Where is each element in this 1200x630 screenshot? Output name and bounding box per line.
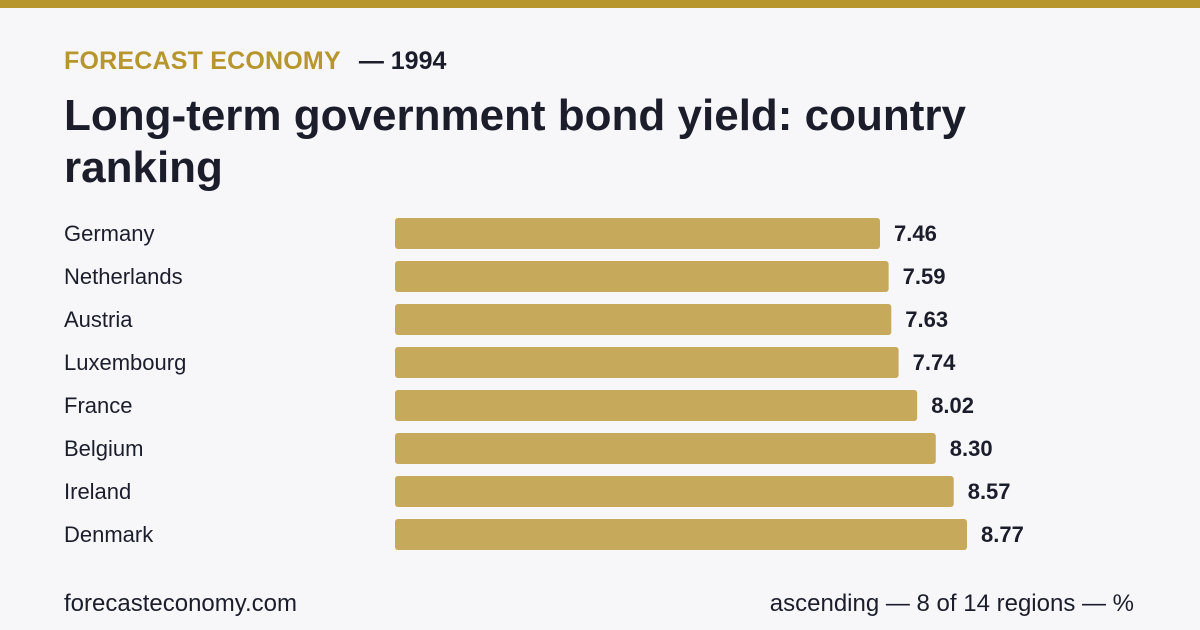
bar-belgium (395, 433, 936, 464)
category-label: Ireland (64, 479, 131, 504)
value-label: 8.77 (981, 522, 1024, 547)
value-label: 8.57 (968, 479, 1011, 504)
bar-luxembourg (395, 347, 899, 378)
bar-denmark (395, 519, 967, 550)
bar-ireland (395, 476, 954, 507)
bar-netherlands (395, 261, 889, 292)
category-label: Austria (64, 307, 133, 332)
chart-title: Long-term government bond yield: country… (64, 91, 967, 192)
value-label: 8.30 (950, 436, 993, 461)
category-label: Germany (64, 221, 154, 246)
value-label: 7.59 (903, 264, 946, 289)
value-label: 8.02 (931, 393, 974, 418)
value-label: 7.74 (913, 350, 957, 375)
bar-germany (395, 218, 880, 249)
bar-austria (395, 304, 892, 335)
top-accent-bar (0, 0, 1200, 8)
category-label: Luxembourg (64, 350, 186, 375)
kicker: FORECAST ECONOMY — 1994 (64, 44, 446, 78)
category-label: Netherlands (64, 264, 183, 289)
bar-chart: Germany 7.46 Netherlands 7.59 Austria 7.63 Lux… (64, 218, 1024, 550)
footer-note: ascending — 8 of 14 regions — % (769, 590, 1134, 617)
category-label: Denmark (64, 522, 154, 547)
category-label: France (64, 393, 132, 418)
brand-label: FORECAST ECONOMY (64, 46, 341, 75)
value-label: 7.63 (905, 307, 948, 332)
year-label: — 1994 (358, 46, 447, 75)
category-label: Belgium (64, 436, 143, 461)
value-label: 7.46 (894, 221, 937, 246)
footer-site[interactable]: forecasteconomy.com (64, 590, 297, 617)
bar-france (395, 390, 918, 421)
